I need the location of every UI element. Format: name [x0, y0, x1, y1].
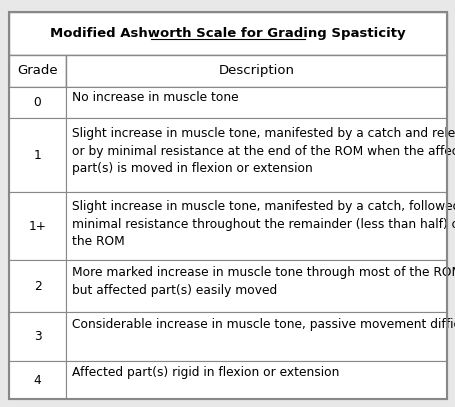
Text: 1+: 1+: [29, 219, 46, 232]
Text: More marked increase in muscle tone through most of the ROM,
but affected part(s: More marked increase in muscle tone thro…: [71, 266, 455, 297]
Text: Considerable increase in muscle tone, passive movement difficult: Considerable increase in muscle tone, pa…: [71, 318, 455, 331]
Text: Modified Ashworth Scale for Grading Spasticity: Modified Ashworth Scale for Grading Spas…: [50, 27, 405, 40]
Text: Affected part(s) rigid in flexion or extension: Affected part(s) rigid in flexion or ext…: [71, 366, 338, 379]
Bar: [66, 55, 446, 87]
Bar: [9, 260, 66, 312]
Bar: [66, 312, 446, 361]
Bar: [9, 12, 446, 55]
Text: 1: 1: [34, 149, 41, 162]
Bar: [9, 87, 66, 118]
Bar: [9, 361, 66, 399]
Bar: [66, 118, 446, 192]
Bar: [9, 55, 66, 87]
Bar: [66, 260, 446, 312]
Bar: [66, 192, 446, 260]
Text: Description: Description: [218, 64, 294, 77]
Text: 0: 0: [34, 96, 41, 109]
Text: 2: 2: [34, 280, 41, 293]
Text: Grade: Grade: [17, 64, 58, 77]
Text: Slight increase in muscle tone, manifested by a catch, followed by
minimal resis: Slight increase in muscle tone, manifest…: [71, 200, 455, 248]
Text: 4: 4: [34, 374, 41, 387]
Bar: [9, 312, 66, 361]
Bar: [66, 87, 446, 118]
Bar: [9, 192, 66, 260]
Bar: [9, 118, 66, 192]
Text: No increase in muscle tone: No increase in muscle tone: [71, 91, 238, 104]
Text: 3: 3: [34, 330, 41, 344]
Text: Slight increase in muscle tone, manifested by a catch and release
or by minimal : Slight increase in muscle tone, manifest…: [71, 127, 455, 175]
Bar: [66, 361, 446, 399]
